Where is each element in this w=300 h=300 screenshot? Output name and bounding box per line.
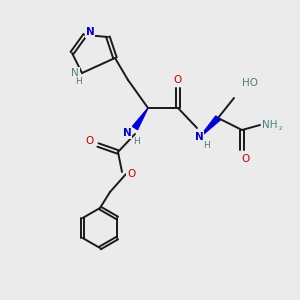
Text: ₂: ₂ <box>279 124 282 133</box>
Polygon shape <box>199 116 220 138</box>
Text: O: O <box>241 154 249 164</box>
Text: O: O <box>85 136 93 146</box>
Text: N: N <box>123 128 131 138</box>
Text: N: N <box>195 132 203 142</box>
Polygon shape <box>133 108 148 130</box>
Text: HO: HO <box>242 78 258 88</box>
Text: N: N <box>71 68 79 78</box>
Text: H: H <box>76 77 82 86</box>
Text: H: H <box>204 140 210 149</box>
Text: H: H <box>134 137 140 146</box>
Text: NH: NH <box>262 120 278 130</box>
Text: N: N <box>85 27 94 37</box>
Text: O: O <box>174 75 182 85</box>
Text: O: O <box>127 169 135 179</box>
